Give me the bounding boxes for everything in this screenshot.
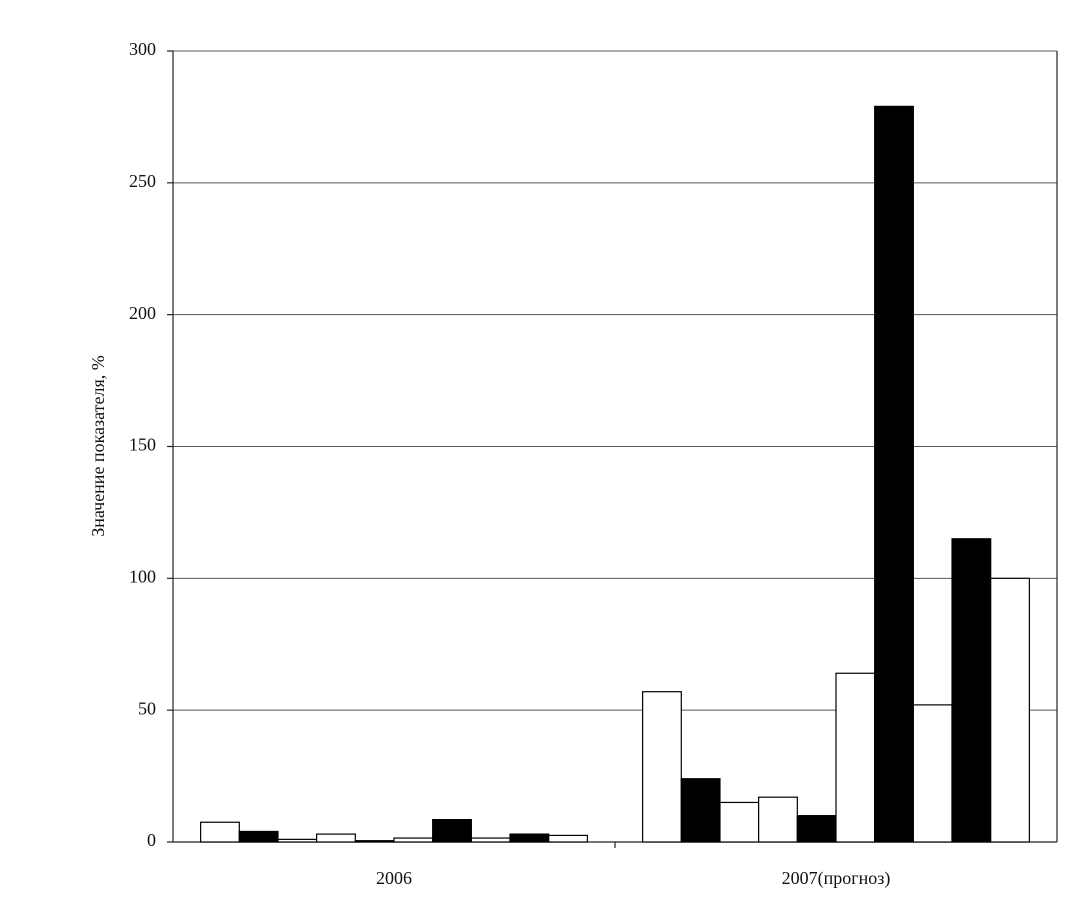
y-tick-label: 100	[129, 566, 156, 586]
y-tick-label: 150	[129, 435, 156, 455]
bar	[277, 838, 318, 843]
bar	[432, 818, 472, 843]
y-tick-label: 300	[129, 39, 156, 59]
x-tick-label: 2006	[376, 868, 412, 888]
bar	[680, 778, 721, 843]
bar	[719, 801, 760, 843]
bar	[354, 840, 395, 843]
bar	[642, 691, 682, 843]
bar	[874, 105, 914, 843]
bar	[758, 796, 798, 843]
bar	[835, 672, 876, 843]
bar	[393, 837, 434, 843]
bar	[951, 538, 992, 843]
y-tick-label: 200	[129, 303, 156, 323]
y-tick-label: 50	[138, 698, 156, 718]
bar	[796, 815, 837, 843]
bar	[316, 833, 356, 843]
bar	[990, 577, 1030, 843]
bar	[548, 834, 588, 843]
y-tick-label: 0	[147, 830, 156, 850]
bar	[912, 704, 953, 843]
bar	[200, 821, 240, 843]
bar	[238, 830, 279, 843]
y-tick-label: 250	[129, 171, 156, 191]
bar	[509, 833, 550, 843]
bar	[470, 837, 511, 843]
x-tick-label: 2007(прогноз)	[782, 868, 891, 889]
y-axis-label: Значение показателя, %	[88, 355, 108, 537]
